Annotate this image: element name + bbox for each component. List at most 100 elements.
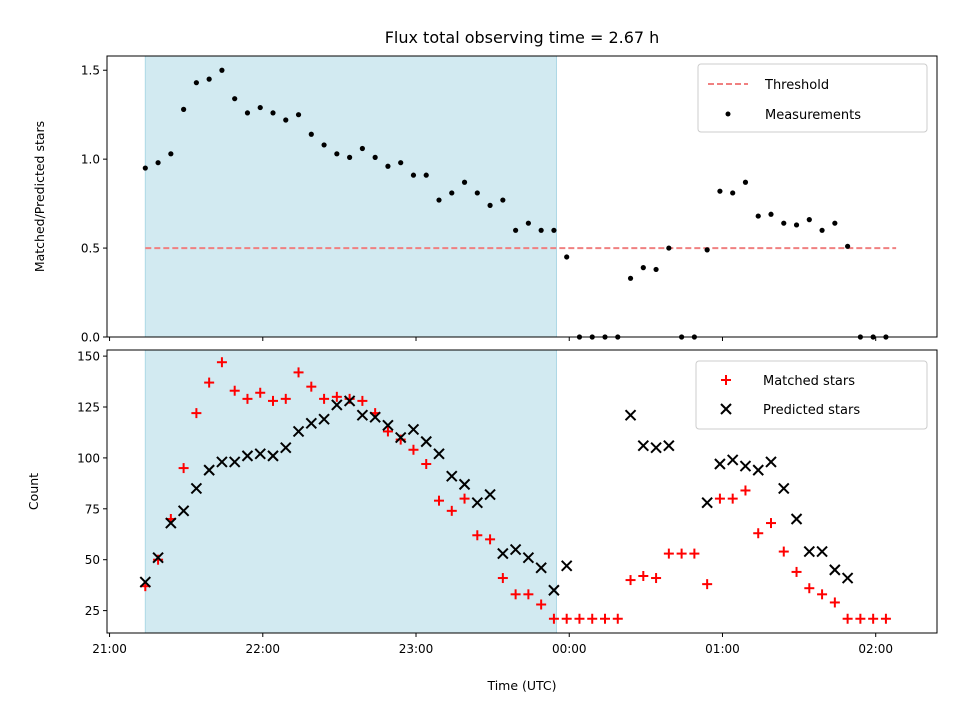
predicted-stars-layer xyxy=(139,395,854,596)
matched-star-point xyxy=(817,589,828,600)
measurement-point xyxy=(730,190,736,196)
predicted-star-point xyxy=(778,482,790,495)
matched-star-point xyxy=(689,548,700,559)
measurement-point xyxy=(768,211,774,217)
measurement-point xyxy=(461,179,468,185)
cross-stroke-b xyxy=(292,425,305,438)
measurement-point xyxy=(244,110,251,116)
predicted-star-point xyxy=(739,460,752,472)
measurement-point xyxy=(627,275,634,281)
cross-stroke-b xyxy=(535,562,547,574)
matched-star-point xyxy=(714,493,725,504)
predicted-star-point xyxy=(318,413,330,425)
matched-star-point xyxy=(242,393,253,404)
measurement-point xyxy=(666,245,672,251)
predicted-star-point xyxy=(407,423,420,436)
predicted-star-point xyxy=(267,450,279,462)
predicted-star-point xyxy=(458,478,471,491)
legend-measurements-label: Measurements xyxy=(765,108,861,123)
legend-measurements-swatch xyxy=(725,111,731,117)
cross-stroke-b xyxy=(739,460,752,472)
measurement-point xyxy=(845,243,851,249)
legend-predicted-swatch xyxy=(720,403,732,415)
x-tick-label: 02:00 xyxy=(858,642,893,656)
cross-stroke-b xyxy=(637,439,650,452)
cross-stroke-b xyxy=(139,576,152,588)
measurement-point xyxy=(283,117,289,123)
matched-star-point xyxy=(523,589,534,600)
measurement-point xyxy=(206,76,212,82)
measurement-point xyxy=(538,227,544,233)
predicted-star-point xyxy=(382,419,394,432)
matched-star-point xyxy=(497,573,508,584)
measurement-point xyxy=(487,202,493,208)
measurement-point xyxy=(513,227,519,233)
predicted-star-point xyxy=(484,488,496,501)
cross-stroke-b xyxy=(560,560,573,572)
matched-star-point xyxy=(574,613,585,624)
measurement-point xyxy=(219,67,225,73)
legend-matched-swatch xyxy=(721,375,731,385)
predicted-star-point xyxy=(816,545,828,558)
matched-star-point xyxy=(663,548,674,559)
cross-stroke-b xyxy=(420,435,432,448)
predicted-star-point xyxy=(165,517,177,529)
cross-stroke-b xyxy=(446,470,458,482)
matched-star-point xyxy=(191,408,202,419)
cross-stroke-b xyxy=(152,551,164,564)
legend-matched-label: Matched stars xyxy=(763,374,855,389)
x-tick-label: 00:00 xyxy=(552,642,587,656)
top-plot-frame xyxy=(106,55,938,338)
cross-stroke-b xyxy=(382,419,394,432)
legend-plus-marker xyxy=(721,375,731,385)
x-tick-label: 22:00 xyxy=(245,642,280,656)
matched-star-point xyxy=(855,613,866,624)
predicted-star-point xyxy=(803,545,816,558)
matched-star-point xyxy=(638,570,649,581)
predicted-star-point xyxy=(152,551,164,564)
measurement-point xyxy=(142,165,148,171)
measurement-point xyxy=(321,142,327,148)
bottom-panel: 25 50 75 100 125 150 21:00 22:00 23:00 00:00 01:0… xyxy=(26,349,938,693)
y-tick-label: 0.5 xyxy=(81,242,100,256)
top-y-axis: 0.0 0.5 1.0 1.5 xyxy=(81,64,107,345)
predicted-star-point xyxy=(497,547,509,560)
matched-star-point xyxy=(472,530,483,541)
cross-stroke-b xyxy=(318,413,330,425)
cross-stroke-b xyxy=(280,442,292,454)
measurement-point xyxy=(436,197,442,203)
matched-star-point xyxy=(753,528,764,539)
predicted-star-point xyxy=(752,464,764,476)
cross-stroke-b xyxy=(484,488,496,501)
matched-star-point xyxy=(766,518,776,529)
x-tick-label: 01:00 xyxy=(705,642,740,656)
bottom-plot-frame xyxy=(106,349,938,634)
predicted-star-point xyxy=(701,496,713,509)
cross-stroke-b xyxy=(650,442,662,454)
y-tick-label: 1.5 xyxy=(81,64,100,78)
cross-stroke-b xyxy=(624,409,637,421)
predicted-star-point xyxy=(433,448,445,460)
predicted-star-point xyxy=(343,395,356,407)
measurement-point xyxy=(755,213,761,219)
measurement-point xyxy=(564,254,570,260)
predicted-star-point xyxy=(369,411,381,423)
cross-stroke-b xyxy=(497,547,509,560)
cross-stroke-b xyxy=(720,403,732,415)
predicted-star-point xyxy=(714,458,726,470)
predicted-star-point xyxy=(446,470,458,482)
measurement-point xyxy=(449,190,455,196)
matched-star-point xyxy=(804,583,815,594)
predicted-star-point xyxy=(765,456,777,468)
cross-stroke-b xyxy=(228,456,241,468)
predicted-star-point xyxy=(535,562,547,574)
cross-stroke-b xyxy=(765,456,777,468)
bottom-y-axis-label: Count xyxy=(26,473,41,510)
matched-star-point xyxy=(331,391,342,402)
predicted-star-point xyxy=(216,456,228,468)
predicted-star-point xyxy=(522,551,535,564)
matched-star-point xyxy=(600,613,610,624)
measurement-point xyxy=(181,106,187,112)
predicted-star-point xyxy=(841,572,854,584)
